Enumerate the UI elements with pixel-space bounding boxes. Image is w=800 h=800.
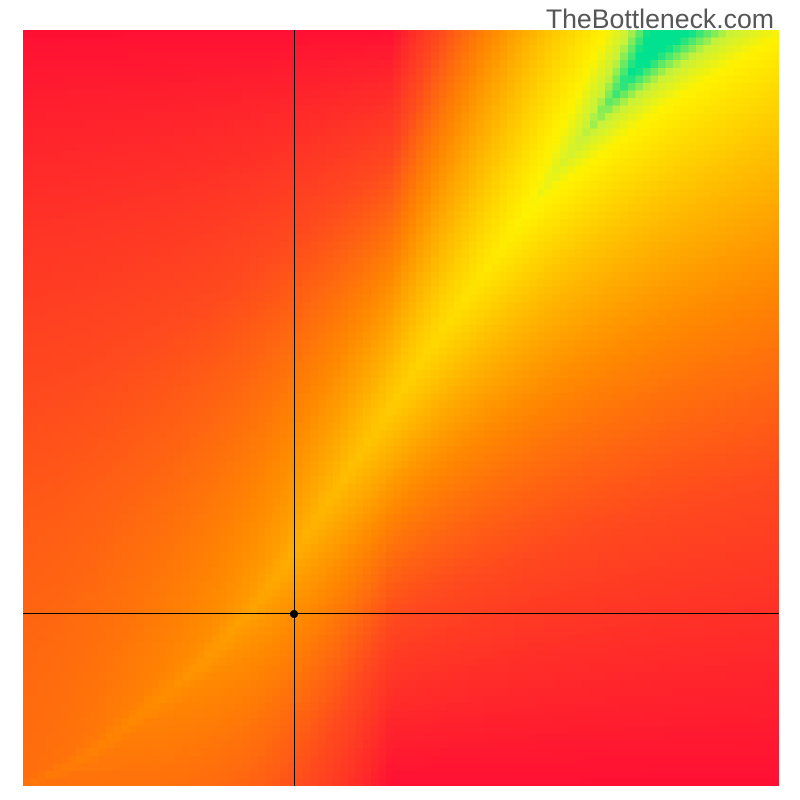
crosshair-horizontal-line [23, 613, 779, 614]
bottleneck-heatmap [23, 30, 779, 786]
chart-stage: TheBottleneck.com [0, 0, 800, 800]
crosshair-marker [290, 610, 298, 618]
crosshair-vertical-line [294, 30, 295, 786]
watermark-text: TheBottleneck.com [546, 4, 774, 35]
